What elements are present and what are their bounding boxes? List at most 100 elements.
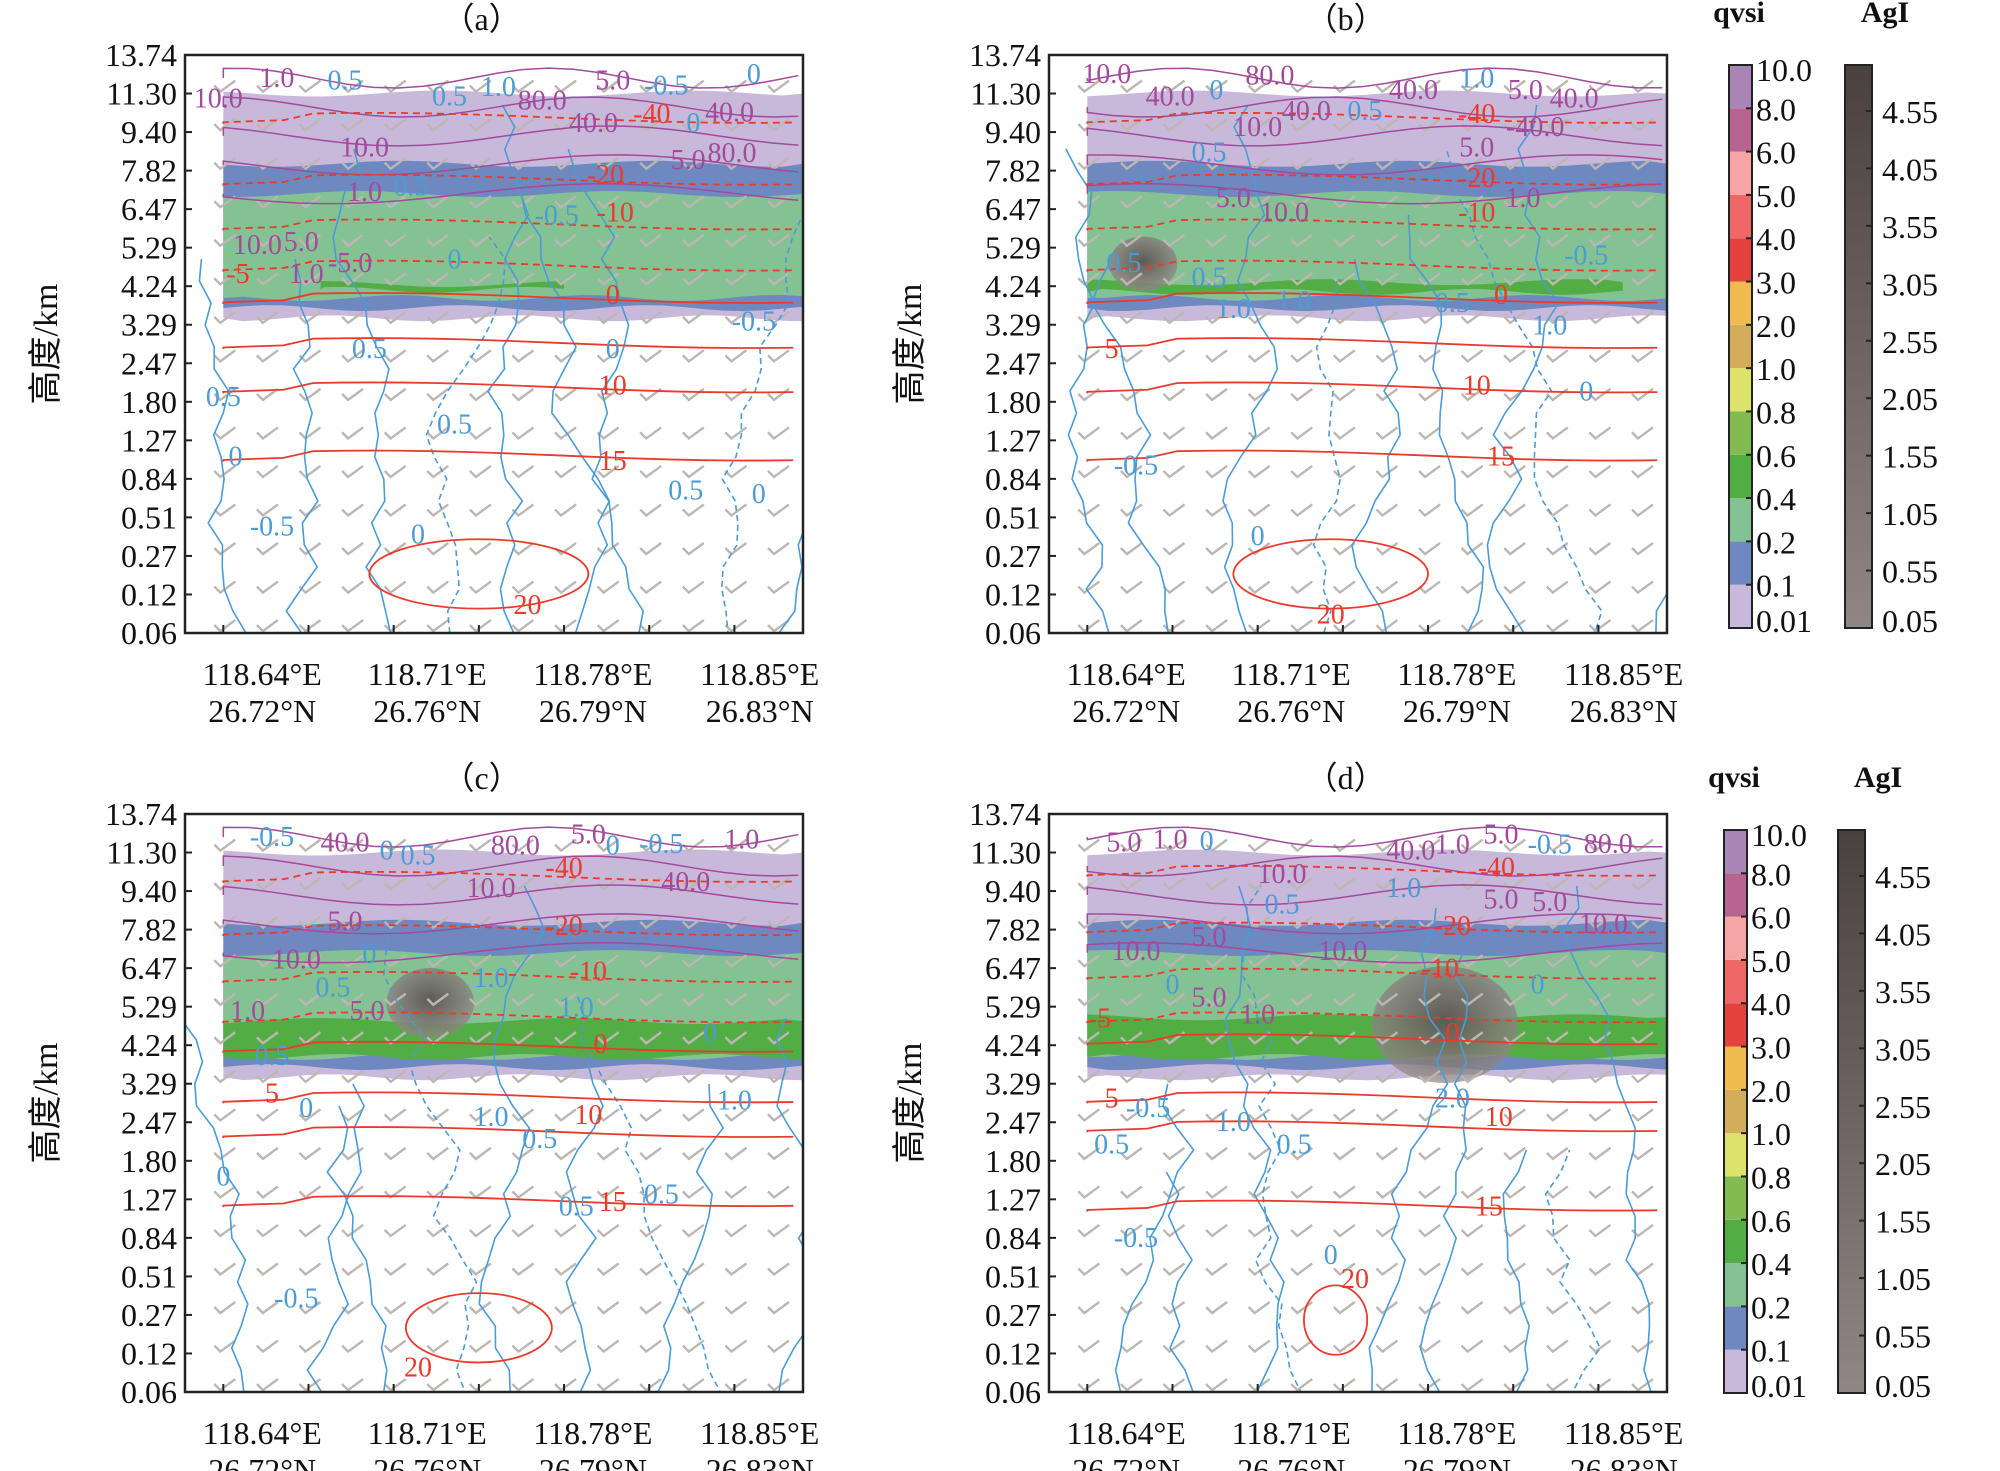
w-contour	[565, 1061, 604, 1392]
wind-barb	[639, 503, 662, 518]
isotherm-line	[222, 1195, 794, 1208]
qvsi-color-segment	[1729, 454, 1752, 499]
wind-barb	[1162, 1031, 1186, 1045]
wind-barb	[681, 195, 705, 209]
wind-barb	[1120, 156, 1143, 171]
ice-contour	[1086, 67, 1663, 89]
wind-barb	[213, 464, 237, 479]
wind-barb	[1588, 1185, 1612, 1199]
w-contour	[478, 885, 546, 1392]
wind-barb	[256, 915, 279, 930]
w-contour	[1419, 951, 1469, 1392]
wind-barb	[213, 838, 237, 853]
wind-barb	[1333, 503, 1356, 518]
wind-barb	[213, 954, 237, 968]
agi-tick-label: 3.05	[1875, 1031, 1931, 1067]
wind-barb	[1077, 156, 1101, 171]
qvsi-tick-label: 0.2	[1751, 1289, 1791, 1325]
wind-barb	[724, 464, 748, 479]
wind-barb	[511, 426, 535, 440]
wind-barb	[469, 1146, 492, 1161]
wind-barb	[383, 1185, 407, 1199]
wind-barb	[341, 1146, 364, 1161]
wind-barb	[1588, 619, 1612, 633]
ice-contour	[1086, 125, 1663, 147]
wind-barb	[256, 1301, 279, 1315]
wind-barb	[767, 426, 790, 440]
wind-barb	[426, 503, 449, 518]
isotherm-line	[222, 337, 794, 350]
wind-barb	[1503, 580, 1526, 595]
w-contour	[1351, 258, 1401, 633]
wind-barb	[1503, 272, 1526, 286]
wind-barb	[639, 426, 662, 440]
contour-label: 0	[752, 479, 766, 510]
wind-barb	[1290, 426, 1313, 440]
wind-barb	[1418, 1223, 1441, 1238]
y-tick-label: 0.27	[985, 538, 1041, 574]
contour-label: 0	[747, 59, 761, 90]
isotherm-line	[222, 218, 794, 231]
wind-barb	[1418, 272, 1441, 286]
wind-barb	[767, 877, 790, 891]
wind-barb	[298, 156, 322, 171]
wind-barb	[1162, 1223, 1186, 1238]
wind-barb	[1375, 619, 1399, 633]
qvsi-colorbar-title: qvsi	[1713, 0, 1765, 29]
qvsi-color-segment	[1724, 1003, 1747, 1047]
wind-barb	[1077, 272, 1101, 286]
wind-barb	[341, 1378, 364, 1392]
wind-barb	[256, 464, 279, 479]
wind-barb	[681, 1146, 705, 1161]
wind-barb	[511, 464, 535, 479]
wind-barb	[1205, 1069, 1228, 1084]
isotherm-20-loop	[368, 538, 590, 610]
y-tick-label: 0.06	[985, 1374, 1041, 1410]
qvsi-tick-label: 1.0	[1756, 351, 1796, 387]
wind-barb	[639, 877, 662, 891]
wind-barb	[383, 464, 407, 479]
w-contour	[425, 236, 507, 633]
wind-barb	[511, 310, 535, 325]
wind-barb	[1460, 1262, 1484, 1277]
contour-label: 2.0	[1435, 1083, 1470, 1114]
wind-barb	[1120, 1378, 1143, 1392]
wind-barb	[554, 1069, 577, 1084]
wind-barb	[1503, 503, 1526, 518]
wind-barb	[596, 503, 620, 518]
wind-barb	[1120, 79, 1143, 94]
wind-barb	[1120, 1223, 1143, 1238]
wind-barb	[1588, 195, 1612, 209]
wind-barb	[1120, 1108, 1143, 1122]
wind-barb	[1162, 310, 1186, 325]
colorbar-group-top: 0.010.1 0.2 0.4 0.6 0.8 1.0 2.0 3.0 4.0 5.0 6.0 8.0…	[1713, 0, 1938, 639]
x-tick-label-lon: 118.71°E	[1232, 656, 1351, 692]
wind-barb	[426, 1146, 449, 1161]
contour-label: 0	[703, 1018, 717, 1049]
wind-barb	[639, 1339, 662, 1354]
wind-barb	[1631, 387, 1654, 402]
wind-barb	[1545, 1339, 1569, 1354]
wind-barb	[1205, 156, 1228, 171]
wind-barb	[1375, 503, 1399, 518]
wind-barb	[639, 464, 662, 479]
wind-barb	[426, 272, 449, 286]
contour-label: -0.5	[1564, 241, 1608, 272]
contour-label: 1.0	[1506, 183, 1541, 214]
contour-label: 5.0	[1192, 922, 1227, 953]
contour-label: 0.5	[1277, 1130, 1312, 1161]
y-tick-label: 0.06	[985, 615, 1041, 651]
contour-label: 5.0	[1106, 827, 1141, 858]
wind-barb	[724, 195, 748, 209]
wind-barb	[511, 1146, 535, 1161]
contour-label: -0.5	[644, 70, 688, 101]
wind-barb	[1503, 1185, 1526, 1199]
contour-label: 0	[411, 519, 425, 550]
wind-barb	[1162, 992, 1186, 1007]
wind-barb	[639, 1146, 662, 1161]
wind-barb	[1247, 118, 1271, 132]
contour-label: 10.0	[1258, 859, 1307, 890]
wind-barb	[426, 580, 449, 595]
wind-barb	[596, 79, 620, 94]
